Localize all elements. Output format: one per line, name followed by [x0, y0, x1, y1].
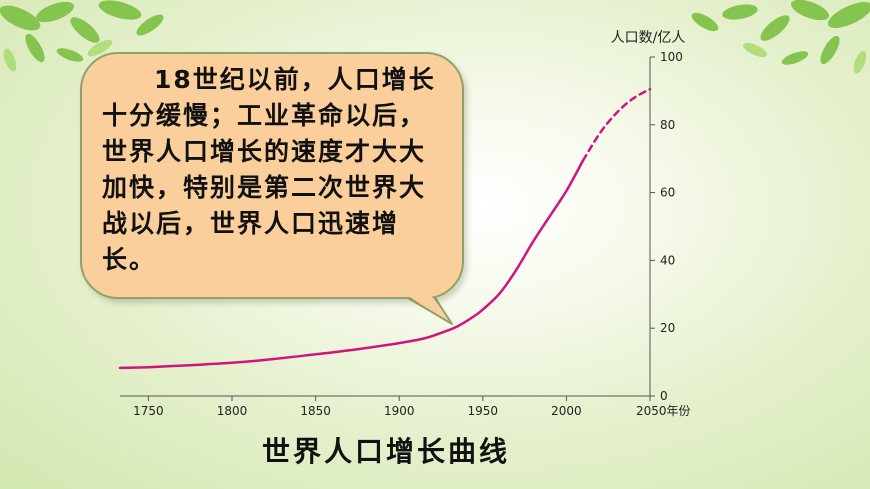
- x-tick-label: 1900: [384, 404, 415, 418]
- y-tick-label: 60: [660, 186, 675, 200]
- bubble-text: 18世纪以前，人口增长十分缓慢；工业革命以后，世界人口增长的速度才大大加快，特别…: [102, 65, 436, 274]
- x-tick-label: 1800: [217, 404, 248, 418]
- leaves-decoration-right: [691, 0, 870, 74]
- leaves-decoration-left: [0, 0, 164, 72]
- x-tick-label: 1950: [468, 404, 499, 418]
- x-tick-label: 2000: [551, 404, 582, 418]
- x-tick-label: 1750: [133, 404, 164, 418]
- y-tick-label: 80: [660, 118, 675, 132]
- y-tick-label: 100: [660, 50, 683, 64]
- x-tick-label: 1850: [300, 404, 331, 418]
- y-tick-label: 40: [660, 253, 675, 267]
- y-tick-label: 20: [660, 321, 675, 335]
- y-axis-label: 人口数/亿人: [611, 30, 686, 46]
- y-tick-label: 0: [660, 389, 668, 403]
- chart-curves: [118, 87, 652, 370]
- x-tick-label: 2050年份: [636, 404, 691, 418]
- speech-bubble: [80, 52, 464, 299]
- chart-caption: 世界人口增长曲线: [262, 435, 511, 468]
- population-curve: [118, 159, 585, 370]
- projection-curve: [581, 87, 652, 162]
